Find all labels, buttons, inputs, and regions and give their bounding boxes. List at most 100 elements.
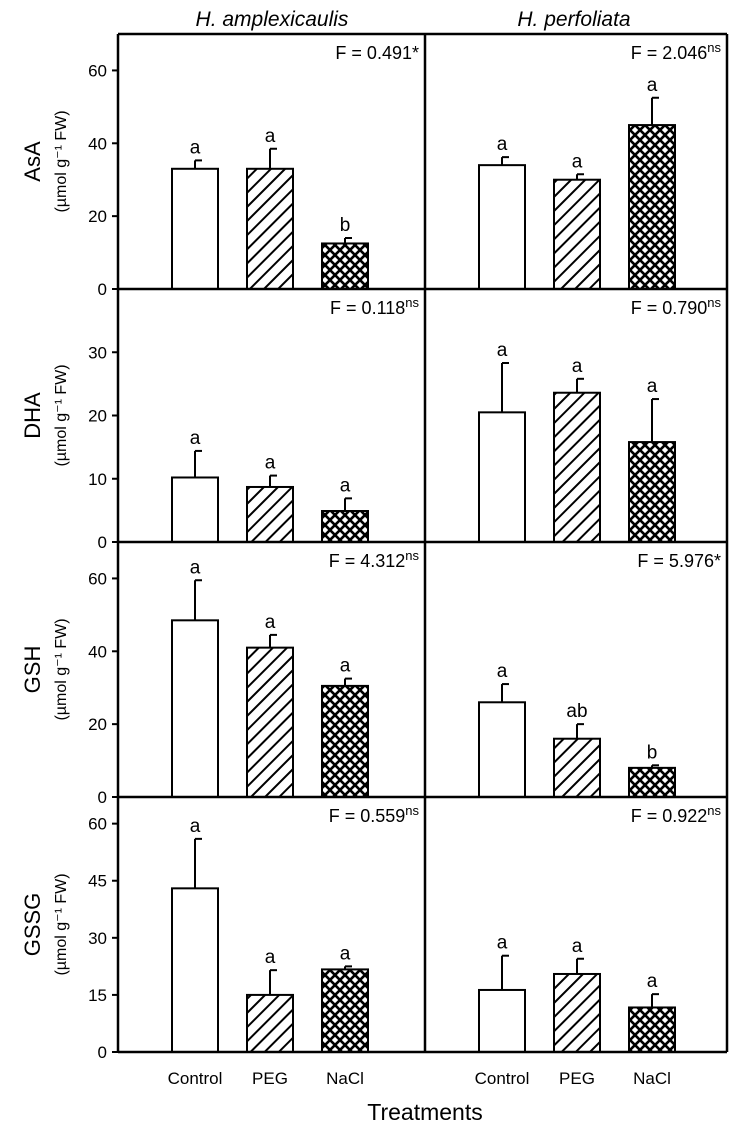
bar-nacl xyxy=(628,766,676,798)
f-statistic-label: F = 0.118ns xyxy=(330,295,419,318)
y-tick-label: 0 xyxy=(98,788,107,807)
x-axis-title: Treatments xyxy=(367,1099,482,1125)
bar-peg xyxy=(553,737,601,799)
bar-nacl xyxy=(321,968,369,1054)
y-axis-title-asa: AsA xyxy=(20,141,45,182)
bar-control xyxy=(171,167,219,291)
bar-nacl xyxy=(321,684,369,799)
significance-letter-control: a xyxy=(497,340,508,361)
panel-gsh-h-perfoliata: a ab b F = 5.976* xyxy=(478,551,721,799)
significance-letter-nacl: a xyxy=(647,75,658,96)
significance-letter-peg: a xyxy=(572,151,583,172)
bar-peg xyxy=(246,993,294,1054)
significance-letter-control: a xyxy=(190,816,201,837)
x-category-label-control: Control xyxy=(168,1069,223,1088)
bar-peg xyxy=(246,485,294,544)
significance-letter-nacl: a xyxy=(340,475,351,496)
bar-peg xyxy=(246,167,294,291)
bar-nacl xyxy=(321,242,369,290)
significance-letter-peg: a xyxy=(265,126,276,147)
y-tick-label: 20 xyxy=(88,207,107,226)
y-axis-title-gsh: GSH xyxy=(20,646,45,694)
bar-control xyxy=(171,619,219,798)
panel-gssg-h-amplexicaulis: a a a F = 0.559ns 0 15 30 45 60 xyxy=(88,803,419,1062)
y-axis-unit-asa: (µmol g⁻¹ FW) xyxy=(53,110,70,212)
bar-peg xyxy=(553,178,601,290)
bar-control xyxy=(478,988,526,1054)
x-category-label-peg: PEG xyxy=(559,1069,595,1088)
y-axis-unit-gsh: (µmol g⁻¹ FW) xyxy=(53,618,70,720)
f-statistic-label: F = 0.491* xyxy=(335,43,419,63)
y-tick-label: 0 xyxy=(98,280,107,299)
y-tick-label: 60 xyxy=(88,569,107,588)
significance-letter-peg: a xyxy=(572,936,583,957)
significance-letter-peg: a xyxy=(265,453,276,474)
bar-peg xyxy=(553,972,601,1053)
bar-nacl xyxy=(321,510,369,544)
y-axis-labels: AsA (µmol g⁻¹ FW) DHA (µmol g⁻¹ FW) GSH (µmol… xyxy=(20,110,70,975)
y-tick-label: 0 xyxy=(98,533,107,552)
significance-letter-control: a xyxy=(497,933,508,954)
y-axis-title-gssg: GSSG xyxy=(20,893,45,957)
f-statistic-label: F = 0.790ns xyxy=(631,295,722,318)
significance-letter-control: a xyxy=(497,661,508,682)
f-statistic-label: F = 0.922ns xyxy=(631,803,722,826)
column-title-h-perfoliata: H. perfoliata xyxy=(517,8,630,31)
y-axis-unit-gssg: (µmol g⁻¹ FW) xyxy=(53,873,70,975)
bar-control xyxy=(478,411,526,543)
significance-letter-nacl: a xyxy=(647,376,658,397)
y-axis-title-dha: DHA xyxy=(20,392,45,439)
y-tick-label: 20 xyxy=(88,407,107,426)
x-axis-category-labels: Control PEG NaCl Control PEG NaCl xyxy=(168,1069,671,1088)
significance-letter-nacl: b xyxy=(340,215,351,236)
f-statistic-label: F = 2.046ns xyxy=(631,40,722,63)
x-category-label-nacl: NaCl xyxy=(326,1069,364,1088)
significance-letter-control: a xyxy=(190,557,201,578)
y-tick-label: 60 xyxy=(88,61,107,80)
significance-letter-control: a xyxy=(190,137,201,158)
panel-gssg-h-perfoliata: a a a F = 0.922ns xyxy=(478,803,722,1054)
significance-letter-peg: ab xyxy=(566,701,587,722)
y-axis-unit-dha: (µmol g⁻¹ FW) xyxy=(53,364,70,466)
significance-letter-peg: a xyxy=(572,356,583,377)
bar-nacl xyxy=(628,1006,676,1054)
x-category-label-control: Control xyxy=(475,1069,530,1088)
panel-dha-h-amplexicaulis: a a a F = 0.118ns 0 10 20 30 xyxy=(88,295,419,552)
significance-letter-control: a xyxy=(497,134,508,155)
bar-control xyxy=(478,701,526,798)
bar-peg xyxy=(246,646,294,799)
f-statistic-label: F = 4.312ns xyxy=(329,548,420,571)
y-tick-label: 30 xyxy=(88,343,107,362)
f-statistic-label: F = 5.976* xyxy=(637,551,721,571)
y-tick-label: 30 xyxy=(88,929,107,948)
panel-asa-h-perfoliata: a a a F = 2.046ns xyxy=(478,40,722,290)
bar-nacl xyxy=(628,441,676,543)
significance-letter-nacl: a xyxy=(340,943,351,964)
y-tick-label: 0 xyxy=(98,1043,107,1062)
bar-nacl xyxy=(628,124,676,290)
y-tick-label: 60 xyxy=(88,815,107,834)
column-title-h-amplexicaulis: H. amplexicaulis xyxy=(196,8,349,31)
y-tick-label: 40 xyxy=(88,134,107,153)
y-tick-label: 20 xyxy=(88,715,107,734)
significance-letter-nacl: b xyxy=(647,742,658,763)
significance-letter-control: a xyxy=(190,428,201,449)
bar-peg xyxy=(553,391,601,544)
significance-letter-nacl: a xyxy=(340,656,351,677)
f-statistic-label: F = 0.559ns xyxy=(329,803,420,826)
y-tick-label: 10 xyxy=(88,470,107,489)
bar-control xyxy=(171,887,219,1053)
y-tick-label: 45 xyxy=(88,872,107,891)
panel-gsh-h-amplexicaulis: a a a F = 4.312ns 0 20 40 60 xyxy=(88,548,419,807)
y-tick-label: 40 xyxy=(88,642,107,661)
y-tick-label: 15 xyxy=(88,986,107,1005)
x-category-label-nacl: NaCl xyxy=(633,1069,671,1088)
x-category-label-peg: PEG xyxy=(252,1069,288,1088)
significance-letter-nacl: a xyxy=(647,971,658,992)
significance-letter-peg: a xyxy=(265,947,276,968)
bar-control xyxy=(478,164,526,290)
panel-asa-h-amplexicaulis: a a b F = 0.491* 0 20 40 60 xyxy=(88,43,419,299)
bar-control xyxy=(171,476,219,543)
